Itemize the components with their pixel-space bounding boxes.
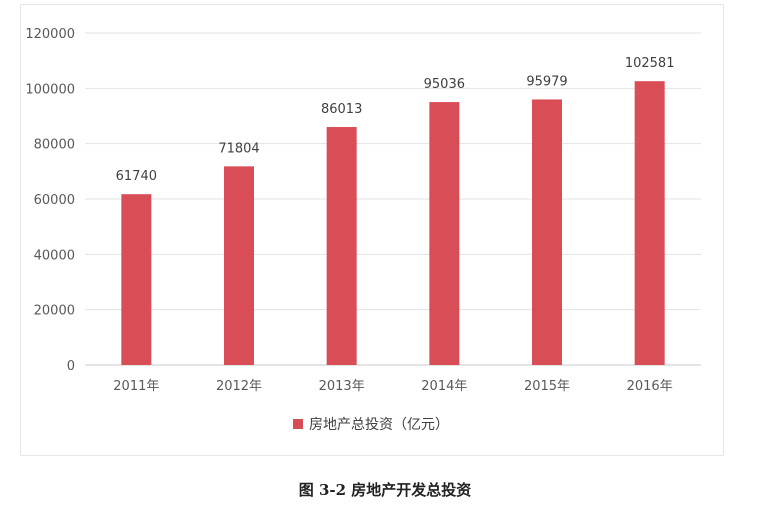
bar xyxy=(532,99,562,365)
data-label: 86013 xyxy=(321,102,362,117)
bar xyxy=(326,127,357,365)
gridlines xyxy=(85,32,701,366)
data-labels: 61740 71804 86013 95036 95979 102581 xyxy=(116,56,675,184)
legend-swatch xyxy=(293,419,303,429)
chart-frame: 0 20000 40000 60000 80000 100000 120000 61740 7… xyxy=(20,4,724,456)
bars xyxy=(121,81,665,365)
x-tick-label: 2016年 xyxy=(627,379,673,394)
y-tick-label: 0 xyxy=(67,359,75,374)
bar xyxy=(121,194,152,365)
bar xyxy=(429,102,460,365)
data-label: 95036 xyxy=(424,77,465,92)
data-label: 102581 xyxy=(625,56,675,71)
y-tick-label: 20000 xyxy=(34,304,75,319)
legend: 房地产总投资（亿元） xyxy=(293,417,449,433)
legend-label: 房地产总投资（亿元） xyxy=(309,417,449,433)
y-tick-label: 80000 xyxy=(34,138,75,153)
bar-chart: 0 20000 40000 60000 80000 100000 120000 61740 7… xyxy=(25,27,701,433)
bar xyxy=(224,166,254,365)
y-axis-ticks: 0 20000 40000 60000 80000 100000 120000 xyxy=(25,27,75,374)
x-tick-label: 2013年 xyxy=(319,379,365,394)
x-tick-label: 2012年 xyxy=(216,379,262,394)
x-axis-ticks: 2011年 2012年 2013年 2014年 2015年 2016年 xyxy=(113,379,672,394)
x-tick-label: 2015年 xyxy=(524,379,570,394)
y-tick-label: 100000 xyxy=(25,82,75,97)
x-tick-label: 2011年 xyxy=(113,379,159,394)
data-label: 95979 xyxy=(526,74,567,89)
data-label: 71804 xyxy=(218,141,259,156)
x-tick-label: 2014年 xyxy=(421,379,467,394)
data-label: 61740 xyxy=(116,169,157,184)
bar xyxy=(634,81,665,365)
figure-caption: 图 3-2 房地产开发总投资 xyxy=(298,481,472,499)
y-tick-label: 40000 xyxy=(34,248,75,263)
y-tick-label: 60000 xyxy=(34,193,75,208)
y-tick-label: 120000 xyxy=(25,27,75,42)
